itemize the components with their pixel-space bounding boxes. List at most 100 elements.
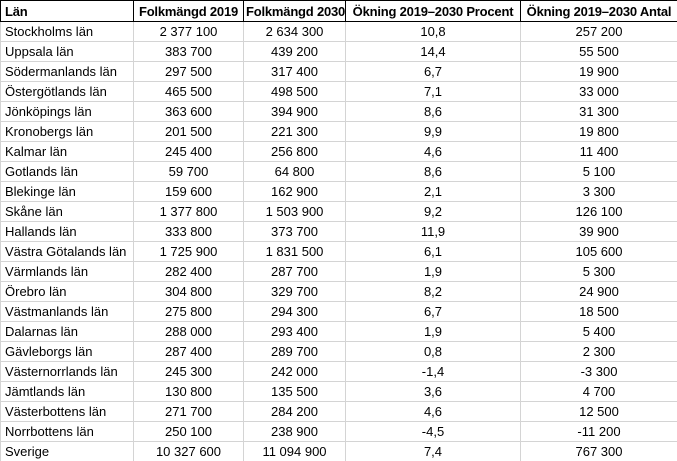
cell-lan[interactable]: Blekinge län <box>0 181 134 202</box>
cell-folkmangd-2030[interactable]: 135 500 <box>243 381 346 402</box>
column-header-lan[interactable]: Län <box>0 0 134 22</box>
cell-folkmangd-2019[interactable]: 275 800 <box>133 301 244 322</box>
cell-okning-2019-2030-procent[interactable]: 8,6 <box>345 161 521 182</box>
cell-lan[interactable]: Västmanlands län <box>0 301 134 322</box>
cell-folkmangd-2030[interactable]: 293 400 <box>243 321 346 342</box>
cell-okning-2019-2030-procent[interactable]: 14,4 <box>345 41 521 62</box>
cell-okning-2019-2030-procent[interactable]: 6,1 <box>345 241 521 262</box>
cell-lan[interactable]: Västra Götalands län <box>0 241 134 262</box>
cell-folkmangd-2019[interactable]: 383 700 <box>133 41 244 62</box>
cell-okning-2019-2030-procent[interactable]: 9,9 <box>345 121 521 142</box>
cell-okning-2019-2030-procent[interactable]: 4,6 <box>345 401 521 422</box>
cell-folkmangd-2019[interactable]: 333 800 <box>133 221 244 242</box>
cell-folkmangd-2030[interactable]: 294 300 <box>243 301 346 322</box>
cell-okning-2019-2030-procent[interactable]: 4,6 <box>345 141 521 162</box>
cell-folkmangd-2019[interactable]: 130 800 <box>133 381 244 402</box>
cell-folkmangd-2019[interactable]: 282 400 <box>133 261 244 282</box>
cell-folkmangd-2019[interactable]: 297 500 <box>133 61 244 82</box>
cell-lan[interactable]: Jönköpings län <box>0 101 134 122</box>
cell-folkmangd-2019[interactable]: 287 400 <box>133 341 244 362</box>
column-header-folkmangd-2030[interactable]: Folkmängd 2030 <box>243 0 346 22</box>
cell-okning-2019-2030-antal[interactable]: 257 200 <box>520 21 677 42</box>
cell-folkmangd-2019[interactable]: 245 400 <box>133 141 244 162</box>
cell-lan[interactable]: Sverige <box>0 441 134 461</box>
column-header-okning-2019-2030-procent[interactable]: Ökning 2019–2030 Procent <box>345 0 521 22</box>
cell-folkmangd-2019[interactable]: 250 100 <box>133 421 244 442</box>
cell-okning-2019-2030-procent[interactable]: -1,4 <box>345 361 521 382</box>
cell-okning-2019-2030-antal[interactable]: -3 300 <box>520 361 677 382</box>
cell-okning-2019-2030-antal[interactable]: 24 900 <box>520 281 677 302</box>
cell-lan[interactable]: Stockholms län <box>0 21 134 42</box>
cell-lan[interactable]: Kronobergs län <box>0 121 134 142</box>
column-header-okning-2019-2030-antal[interactable]: Ökning 2019–2030 Antal <box>520 0 677 22</box>
cell-okning-2019-2030-antal[interactable]: 11 400 <box>520 141 677 162</box>
cell-okning-2019-2030-antal[interactable]: 19 900 <box>520 61 677 82</box>
cell-folkmangd-2030[interactable]: 394 900 <box>243 101 346 122</box>
cell-lan[interactable]: Gotlands län <box>0 161 134 182</box>
cell-okning-2019-2030-antal[interactable]: -11 200 <box>520 421 677 442</box>
cell-folkmangd-2030[interactable]: 329 700 <box>243 281 346 302</box>
cell-okning-2019-2030-antal[interactable]: 3 300 <box>520 181 677 202</box>
cell-okning-2019-2030-antal[interactable]: 105 600 <box>520 241 677 262</box>
cell-okning-2019-2030-procent[interactable]: 7,4 <box>345 441 521 461</box>
cell-folkmangd-2030[interactable]: 289 700 <box>243 341 346 362</box>
cell-okning-2019-2030-antal[interactable]: 126 100 <box>520 201 677 222</box>
cell-okning-2019-2030-antal[interactable]: 767 300 <box>520 441 677 461</box>
cell-folkmangd-2019[interactable]: 1 377 800 <box>133 201 244 222</box>
cell-folkmangd-2019[interactable]: 10 327 600 <box>133 441 244 461</box>
cell-folkmangd-2019[interactable]: 304 800 <box>133 281 244 302</box>
cell-okning-2019-2030-antal[interactable]: 5 100 <box>520 161 677 182</box>
cell-lan[interactable]: Uppsala län <box>0 41 134 62</box>
cell-folkmangd-2030[interactable]: 256 800 <box>243 141 346 162</box>
cell-folkmangd-2019[interactable]: 159 600 <box>133 181 244 202</box>
cell-folkmangd-2030[interactable]: 1 503 900 <box>243 201 346 222</box>
cell-folkmangd-2019[interactable]: 245 300 <box>133 361 244 382</box>
cell-folkmangd-2019[interactable]: 465 500 <box>133 81 244 102</box>
cell-lan[interactable]: Värmlands län <box>0 261 134 282</box>
cell-okning-2019-2030-procent[interactable]: 6,7 <box>345 61 521 82</box>
cell-okning-2019-2030-procent[interactable]: 11,9 <box>345 221 521 242</box>
cell-okning-2019-2030-antal[interactable]: 33 000 <box>520 81 677 102</box>
cell-okning-2019-2030-antal[interactable]: 18 500 <box>520 301 677 322</box>
cell-folkmangd-2030[interactable]: 221 300 <box>243 121 346 142</box>
cell-okning-2019-2030-antal[interactable]: 5 400 <box>520 321 677 342</box>
cell-lan[interactable]: Norrbottens län <box>0 421 134 442</box>
cell-lan[interactable]: Dalarnas län <box>0 321 134 342</box>
cell-folkmangd-2030[interactable]: 238 900 <box>243 421 346 442</box>
cell-folkmangd-2030[interactable]: 1 831 500 <box>243 241 346 262</box>
cell-lan[interactable]: Hallands län <box>0 221 134 242</box>
cell-okning-2019-2030-antal[interactable]: 39 900 <box>520 221 677 242</box>
cell-okning-2019-2030-procent[interactable]: -4,5 <box>345 421 521 442</box>
cell-folkmangd-2019[interactable]: 271 700 <box>133 401 244 422</box>
cell-folkmangd-2019[interactable]: 363 600 <box>133 101 244 122</box>
cell-folkmangd-2030[interactable]: 64 800 <box>243 161 346 182</box>
cell-folkmangd-2030[interactable]: 317 400 <box>243 61 346 82</box>
cell-folkmangd-2030[interactable]: 287 700 <box>243 261 346 282</box>
cell-okning-2019-2030-antal[interactable]: 12 500 <box>520 401 677 422</box>
cell-folkmangd-2030[interactable]: 11 094 900 <box>243 441 346 461</box>
cell-folkmangd-2030[interactable]: 284 200 <box>243 401 346 422</box>
cell-folkmangd-2019[interactable]: 1 725 900 <box>133 241 244 262</box>
cell-okning-2019-2030-antal[interactable]: 2 300 <box>520 341 677 362</box>
cell-lan[interactable]: Jämtlands län <box>0 381 134 402</box>
cell-lan[interactable]: Östergötlands län <box>0 81 134 102</box>
cell-okning-2019-2030-procent[interactable]: 8,6 <box>345 101 521 122</box>
cell-okning-2019-2030-procent[interactable]: 2,1 <box>345 181 521 202</box>
cell-lan[interactable]: Kalmar län <box>0 141 134 162</box>
cell-folkmangd-2030[interactable]: 498 500 <box>243 81 346 102</box>
cell-okning-2019-2030-antal[interactable]: 19 800 <box>520 121 677 142</box>
cell-okning-2019-2030-procent[interactable]: 1,9 <box>345 261 521 282</box>
cell-okning-2019-2030-procent[interactable]: 6,7 <box>345 301 521 322</box>
cell-folkmangd-2019[interactable]: 288 000 <box>133 321 244 342</box>
cell-folkmangd-2019[interactable]: 59 700 <box>133 161 244 182</box>
cell-folkmangd-2019[interactable]: 201 500 <box>133 121 244 142</box>
cell-okning-2019-2030-procent[interactable]: 8,2 <box>345 281 521 302</box>
cell-lan[interactable]: Västerbottens län <box>0 401 134 422</box>
cell-okning-2019-2030-procent[interactable]: 3,6 <box>345 381 521 402</box>
cell-folkmangd-2030[interactable]: 162 900 <box>243 181 346 202</box>
cell-okning-2019-2030-procent[interactable]: 10,8 <box>345 21 521 42</box>
cell-lan[interactable]: Gävleborgs län <box>0 341 134 362</box>
cell-folkmangd-2030[interactable]: 2 634 300 <box>243 21 346 42</box>
cell-lan[interactable]: Örebro län <box>0 281 134 302</box>
cell-okning-2019-2030-procent[interactable]: 9,2 <box>345 201 521 222</box>
